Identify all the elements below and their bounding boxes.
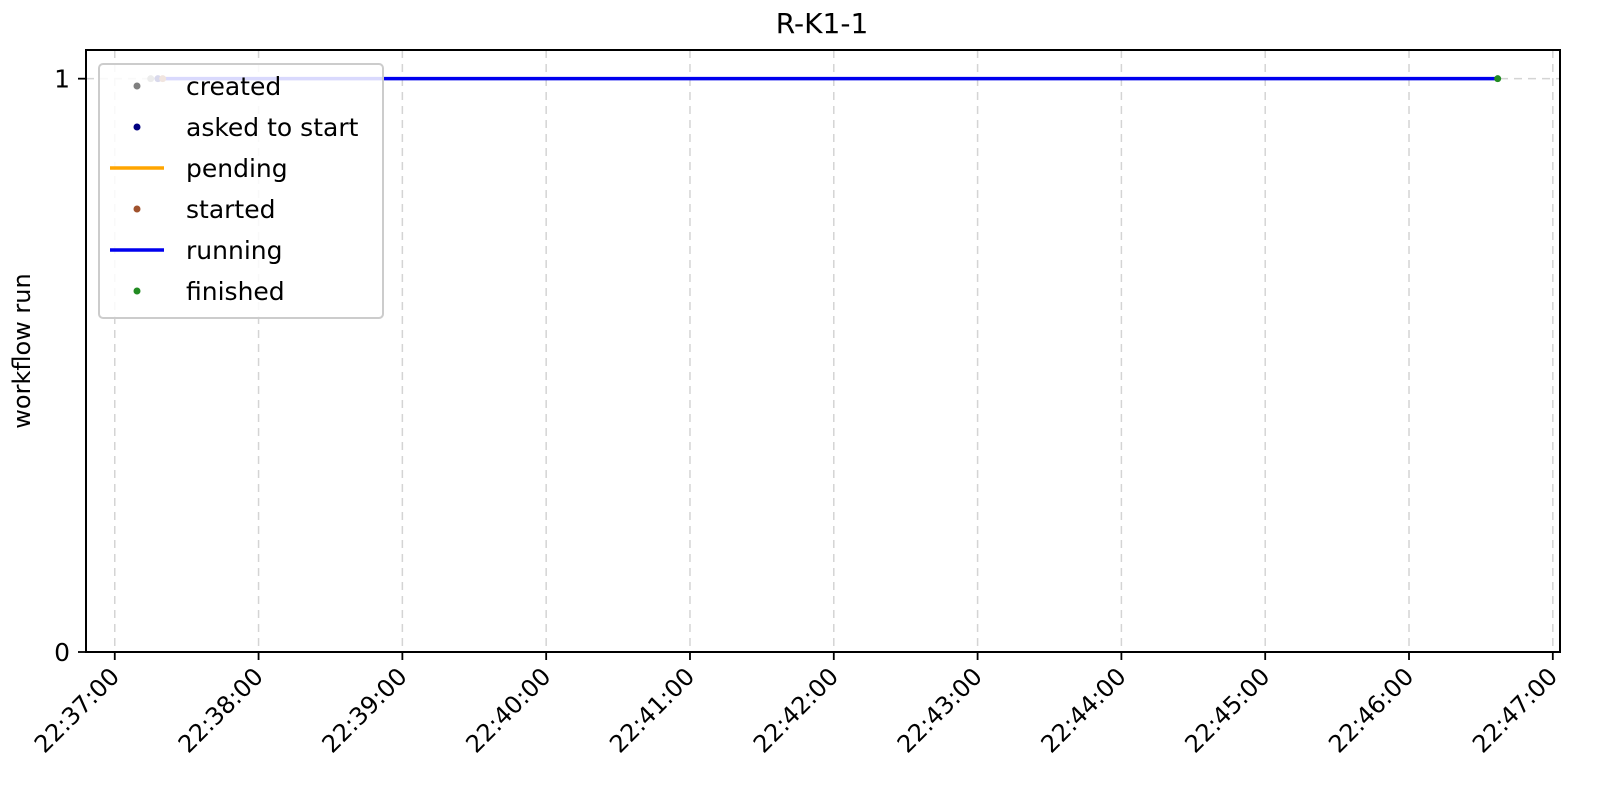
- x-tick-label: 22:42:00: [748, 662, 844, 758]
- finished-point: [1494, 75, 1502, 83]
- x-tick-label: 22:38:00: [173, 662, 269, 758]
- x-tick-label: 22:39:00: [317, 662, 413, 758]
- x-tick-label: 22:45:00: [1179, 662, 1275, 758]
- legend-finished-label: finished: [186, 277, 285, 306]
- legend-asked-to-start-label: asked to start: [186, 113, 359, 142]
- legend-created-swatch: [133, 82, 141, 90]
- chart-title: R-K1-1: [776, 7, 869, 40]
- y-tick-label: 0: [54, 638, 70, 667]
- x-tick-label: 22:47:00: [1467, 662, 1563, 758]
- x-tick-label: 22:43:00: [892, 662, 988, 758]
- x-tick-label: 22:41:00: [604, 662, 700, 758]
- legend-box: [98, 63, 384, 319]
- legend-started-swatch: [133, 205, 141, 213]
- x-tick-label: 22:44:00: [1036, 662, 1132, 758]
- y-tick-label: 1: [54, 65, 70, 94]
- legend-finished-swatch: [133, 287, 141, 295]
- legend-running-label: running: [186, 236, 282, 265]
- legend-asked-to-start-swatch: [133, 123, 141, 131]
- legend-pending-label: pending: [186, 154, 288, 183]
- x-tick-label: 22:46:00: [1323, 662, 1419, 758]
- y-axis-label: workflow run: [8, 273, 36, 428]
- x-tick-label: 22:40:00: [460, 662, 556, 758]
- x-tick-label: 22:37:00: [29, 662, 125, 758]
- legend: created asked to start pending started runni…: [98, 63, 384, 319]
- plot-frame: [85, 49, 1561, 653]
- legend-created-label: created: [186, 72, 281, 101]
- legend-started-label: started: [186, 195, 275, 224]
